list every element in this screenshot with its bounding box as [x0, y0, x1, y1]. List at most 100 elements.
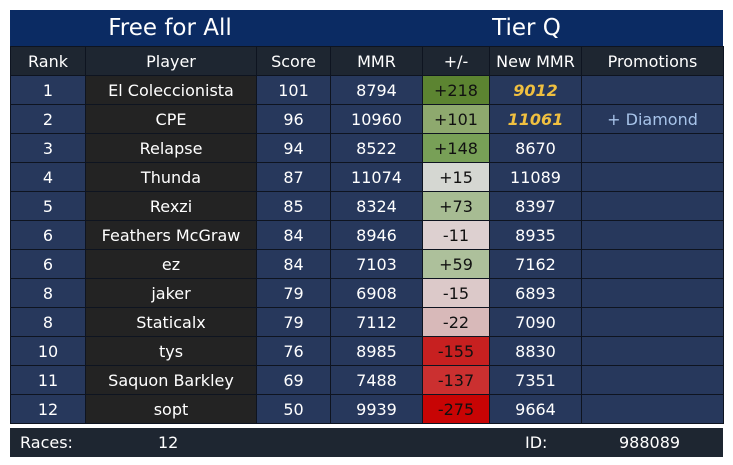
rank-cell: 10: [10, 336, 86, 366]
table-row: 8 Staticalx 79 7112 -22 7090: [10, 307, 724, 337]
mode-title: Free for All: [108, 15, 232, 41]
score-cell: 94: [256, 133, 331, 163]
score-cell: 79: [256, 307, 331, 337]
rank-cell: 3: [10, 133, 86, 163]
delta-cell-text: -275: [437, 399, 475, 419]
player-cell: Thunda: [85, 162, 257, 192]
player-cell-text: ez: [161, 254, 181, 274]
score-cell: 96: [256, 104, 331, 134]
score-cell-text: 79: [283, 283, 304, 303]
delta-cell: -275: [422, 394, 490, 424]
delta-cell-text: +15: [439, 167, 473, 187]
mmr-cell: 6908: [330, 278, 423, 308]
new-mmr-cell-text: 9012: [513, 80, 558, 100]
rank-cell: 6: [10, 220, 86, 250]
player-cell: ez: [85, 249, 257, 279]
column-header-score: Score: [256, 46, 331, 76]
score-cell: 79: [256, 278, 331, 308]
table-row: 12 sopt 50 9939 -275 9664: [10, 394, 724, 424]
rank-cell-text: 4: [42, 167, 54, 187]
score-cell-text: 101: [278, 80, 309, 100]
score-cell: 84: [256, 220, 331, 250]
score-cell: 76: [256, 336, 331, 366]
rank-cell: 6: [10, 249, 86, 279]
mmr-cell-text: 7488: [356, 370, 397, 390]
promotion-cell: [581, 133, 724, 163]
rank-cell: 1: [10, 75, 86, 105]
delta-cell-text: -155: [437, 341, 475, 361]
column-header-new-mmr: New MMR: [489, 46, 582, 76]
player-cell-text: El Coleccionista: [108, 80, 234, 100]
delta-cell-text: -15: [442, 283, 470, 303]
score-cell: 85: [256, 191, 331, 221]
new-mmr-cell: 8935: [489, 220, 582, 250]
id-label: ID:: [525, 433, 548, 452]
new-mmr-cell: 7351: [489, 365, 582, 395]
new-mmr-cell-text: 7351: [515, 370, 556, 390]
score-cell: 87: [256, 162, 331, 192]
score-cell-text: 96: [283, 109, 304, 129]
mmr-cell: 8522: [330, 133, 423, 163]
delta-cell: +218: [422, 75, 490, 105]
rank-cell-text: 3: [42, 138, 54, 158]
player-cell-text: tys: [158, 341, 184, 361]
table-header-banner: Free for All Tier Q: [10, 10, 723, 46]
id-value: 988089: [619, 433, 681, 452]
player-cell: Feathers McGraw: [85, 220, 257, 250]
new-mmr-cell-text: 11061: [507, 109, 564, 129]
table-row: 11 Saquon Barkley 69 7488 -137 7351: [10, 365, 724, 395]
score-cell-text: 84: [283, 225, 304, 245]
mmr-cell-text: 8985: [356, 341, 397, 361]
rank-cell: 4: [10, 162, 86, 192]
score-cell-text: 50: [283, 399, 304, 419]
column-header-promotions: Promotions: [581, 46, 724, 76]
rank-cell: 8: [10, 278, 86, 308]
delta-cell: +148: [422, 133, 490, 163]
score-cell: 50: [256, 394, 331, 424]
player-cell-text: Feathers McGraw: [101, 225, 241, 245]
new-mmr-cell: 8397: [489, 191, 582, 221]
new-mmr-cell-text: 8397: [515, 196, 556, 216]
column-header-delta: +/-: [422, 46, 490, 76]
player-cell-text: sopt: [153, 399, 189, 419]
table-row: 1 El Coleccionista 101 8794 +218 9012: [10, 75, 724, 105]
promotion-cell: [581, 307, 724, 337]
delta-cell: +59: [422, 249, 490, 279]
score-cell-text: 84: [283, 254, 304, 274]
promotion-cell: [581, 75, 724, 105]
promotion-cell: [581, 365, 724, 395]
new-mmr-cell-text: 6893: [515, 283, 556, 303]
mmr-cell: 8324: [330, 191, 423, 221]
mmr-cell: 10960: [330, 104, 423, 134]
player-cell: Staticalx: [85, 307, 257, 337]
column-header-player: Player: [85, 46, 257, 76]
mmr-cell-text: 7103: [356, 254, 397, 274]
delta-cell: -155: [422, 336, 490, 366]
mmr-cell-text: 8522: [356, 138, 397, 158]
table-row: 6 ez 84 7103 +59 7162: [10, 249, 724, 279]
column-header-row: Rank Player Score MMR +/- New MMR Promot…: [10, 46, 724, 76]
score-cell-text: 79: [283, 312, 304, 332]
rank-cell: 8: [10, 307, 86, 337]
mmr-cell-text: 8794: [356, 80, 397, 100]
player-cell-text: CPE: [155, 109, 187, 129]
table-row: 2 CPE 96 10960 +101 11061 + Diamond: [10, 104, 724, 134]
promotion-cell: [581, 394, 724, 424]
delta-cell-text: +148: [434, 138, 478, 158]
promotion-cell-text: + Diamond: [607, 109, 698, 129]
tier-title: Tier Q: [492, 15, 561, 41]
rank-cell-text: 11: [37, 370, 59, 390]
new-mmr-cell: 6893: [489, 278, 582, 308]
rank-cell: 5: [10, 191, 86, 221]
score-cell-text: 94: [283, 138, 304, 158]
rank-cell-text: 6: [42, 254, 54, 274]
table-row: 10 tys 76 8985 -155 8830: [10, 336, 724, 366]
new-mmr-cell-text: 8830: [515, 341, 556, 361]
new-mmr-cell-text: 8935: [515, 225, 556, 245]
new-mmr-cell: 9664: [489, 394, 582, 424]
score-cell-text: 69: [283, 370, 304, 390]
mmr-cell: 9939: [330, 394, 423, 424]
score-cell: 84: [256, 249, 331, 279]
mmr-cell-text: 11074: [351, 167, 402, 187]
player-cell-text: Thunda: [140, 167, 202, 187]
